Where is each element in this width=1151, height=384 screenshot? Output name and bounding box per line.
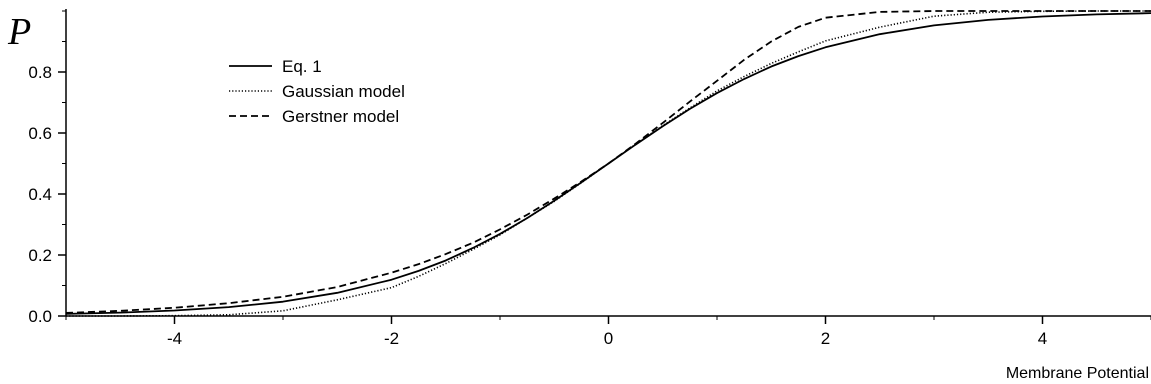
series-line-1: [66, 10, 1151, 317]
legend-label-0: Eq. 1: [282, 57, 322, 76]
y-tick-label: 0.4: [28, 185, 52, 204]
y-axis-label: P: [7, 11, 31, 53]
x-tick-label: -4: [167, 329, 182, 348]
x-tick-label: -2: [384, 329, 399, 348]
x-tick-label: 0: [604, 329, 613, 348]
legend-label-1: Gaussian model: [282, 82, 405, 101]
legend-label-2: Gerstner model: [282, 107, 399, 126]
y-tick-label: 0.8: [28, 63, 52, 82]
y-tick-label: 0.6: [28, 124, 52, 143]
y-tick-label: 0.2: [28, 246, 52, 265]
x-axis-label: Membrane Potential: [1006, 365, 1149, 382]
series-line-2: [65, 10, 1151, 314]
axes: 0.0 0.2 0.4 0.6 0.8 -4 -2 0 2 4: [28, 9, 1151, 348]
x-tick-label: 4: [1038, 329, 1047, 348]
y-tick-label: 0.0: [28, 307, 52, 326]
x-tick-label: 2: [821, 329, 830, 348]
series-layer: [65, 10, 1151, 317]
legend: Eq. 1 Gaussian model Gerstner model: [229, 57, 405, 126]
